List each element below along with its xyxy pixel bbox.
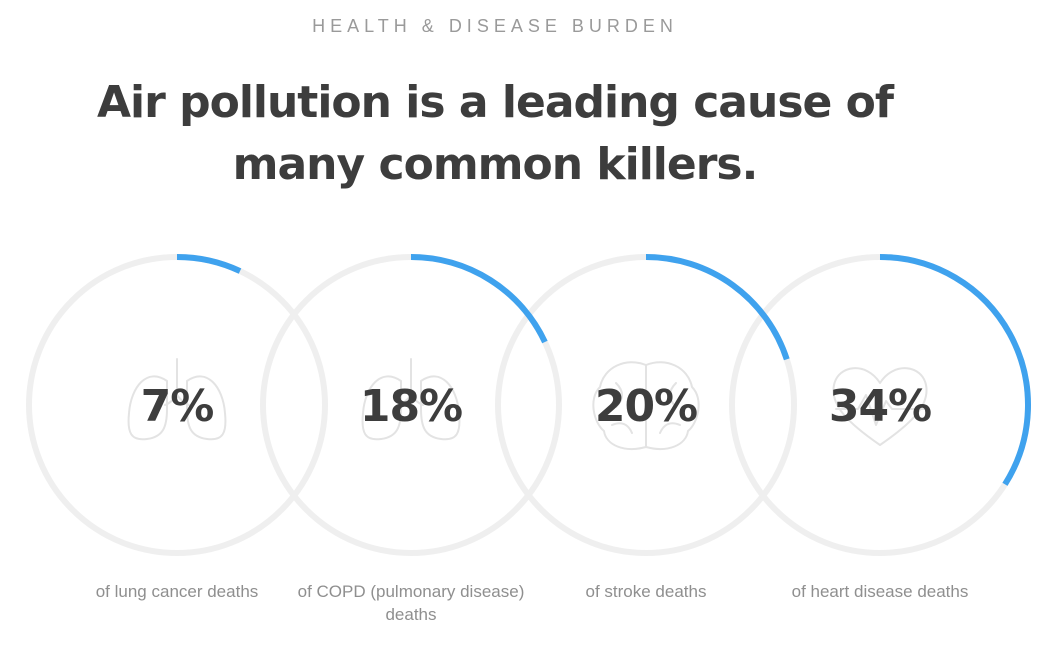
page-title-line-2: many common killers. — [232, 139, 759, 190]
value-label: 34% — [829, 381, 931, 432]
progress-arc — [410, 254, 548, 344]
stat-caption: of heart disease deaths — [791, 582, 969, 601]
lungs-icon — [127, 358, 227, 441]
stat-caption: of stroke deaths — [585, 582, 707, 601]
ring-value-labels: 7% 18% 20% 34% — [141, 381, 933, 432]
progress-arc — [176, 254, 242, 274]
lungs-icon — [361, 358, 461, 441]
ring-progress-arcs — [176, 254, 1031, 486]
ring-icons — [127, 358, 928, 450]
value-label: 7% — [141, 381, 214, 432]
progress-arc — [645, 254, 790, 361]
heart-icon — [832, 367, 928, 446]
page-title: Air pollution is a leading cause of many… — [0, 72, 990, 196]
value-label: 18% — [360, 381, 462, 432]
stat-caption: of COPD (pulmonary disease) deaths — [297, 582, 525, 624]
section-eyebrow: HEALTH & DISEASE BURDEN — [312, 16, 678, 36]
page-title-line-1: Air pollution is a leading cause of — [96, 77, 894, 128]
value-label: 20% — [595, 381, 697, 432]
stat-caption: of lung cancer deaths — [95, 582, 259, 601]
brain-icon — [592, 361, 700, 450]
progress-arc — [879, 254, 1031, 486]
